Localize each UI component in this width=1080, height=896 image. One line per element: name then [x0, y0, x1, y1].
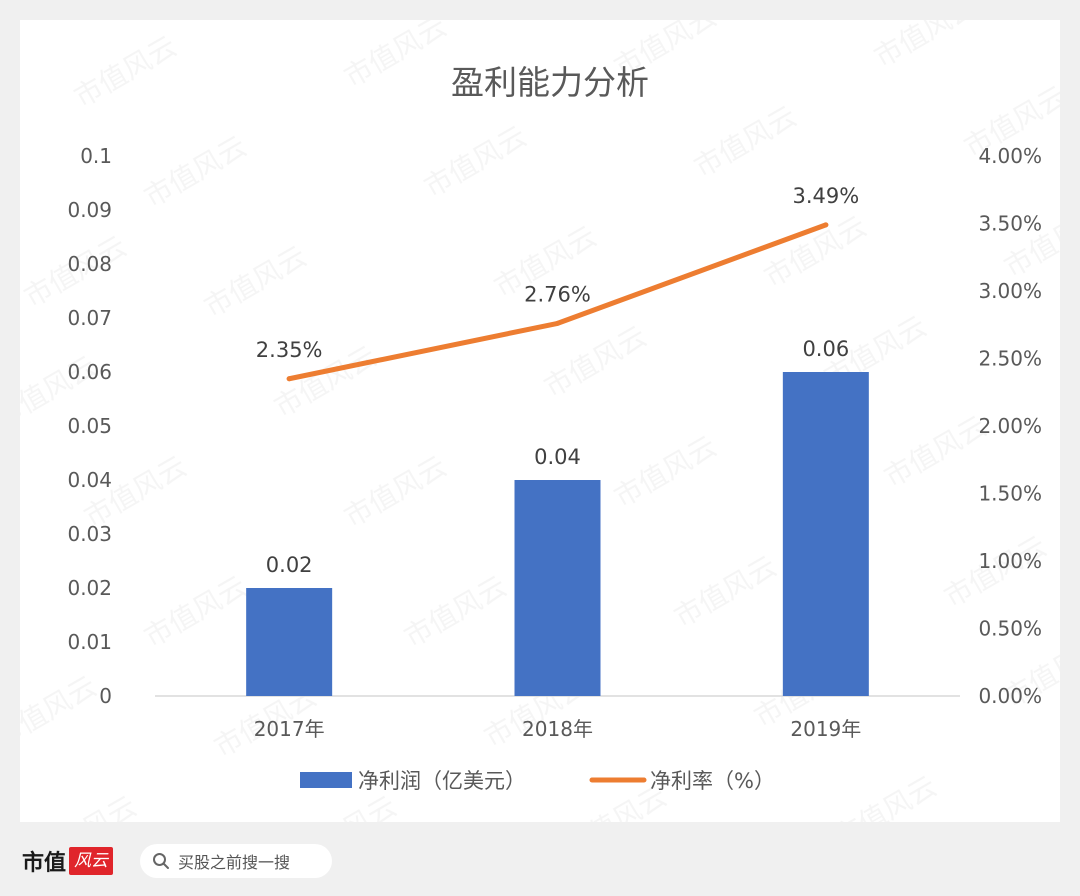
watermark-text: 市值风云	[20, 669, 102, 754]
watermark-text: 市值风云	[688, 99, 802, 184]
bar	[246, 588, 333, 696]
watermark-text: 市值风云	[418, 119, 532, 204]
watermark-text: 市值风云	[338, 20, 452, 94]
axes: 0 0.01 0.02 0.03 0.04 0.05 0.06 0.07 0.08 0.09 0.1…	[67, 144, 1042, 741]
chart-card: 市值风云 市值风云 市值风云 市值风云 市值风云 市值风云 市值风云 市值风云 市值风云 市值风云…	[20, 20, 1060, 822]
brand-logo: 市值 风云	[22, 844, 114, 878]
y-left-tick-label: 0.02	[67, 576, 112, 600]
watermark-text: 市值风云	[398, 569, 512, 654]
y-left-tick-label: 0.04	[67, 468, 112, 492]
y-left-tick-label: 0.09	[67, 198, 112, 222]
chart-title: 盈利能力分析	[451, 63, 649, 102]
footer: 市值 风云 买股之前搜一搜	[0, 822, 1080, 896]
watermark-text: 市值风云	[138, 129, 252, 214]
watermark-text: 市值风云	[138, 569, 252, 654]
x-tick-label: 2018年	[522, 717, 593, 741]
y-right-tick-label: 3.00%	[978, 279, 1042, 303]
y-left-tick-label: 0.1	[80, 144, 112, 168]
bar-series: 0.02 0.04 0.06	[246, 337, 869, 696]
bar-data-label: 0.06	[802, 337, 849, 361]
legend-label-bar: 净利润（亿美元）	[358, 769, 526, 793]
line-point	[286, 376, 292, 382]
bar-data-label: 0.02	[266, 553, 313, 577]
brand-text: 市值	[22, 850, 67, 876]
watermark-text: 市值风云	[868, 20, 982, 74]
y-left-tick-label: 0	[99, 684, 112, 708]
watermark-text: 市值风云	[828, 769, 942, 822]
line-data-label: 3.49%	[792, 184, 859, 208]
y-left-tick-label: 0.05	[67, 414, 112, 438]
line-point	[555, 320, 560, 326]
y-right-tick-label: 0.00%	[978, 684, 1042, 708]
brand-seal: 风云	[69, 847, 114, 875]
legend: 净利润（亿美元） 净利率（%）	[300, 769, 775, 793]
x-tick-label: 2019年	[790, 717, 861, 741]
y-right-tick-label: 1.50%	[978, 482, 1042, 506]
watermark-text: 市值风云	[668, 549, 782, 634]
y-right-tick-label: 3.50%	[978, 212, 1042, 236]
line-point	[823, 222, 829, 228]
y-right-tick-label: 4.00%	[978, 144, 1042, 168]
watermark-text: 市值风云	[608, 429, 722, 514]
search-box[interactable]: 买股之前搜一搜	[140, 844, 332, 878]
y-right-tick-label: 1.00%	[978, 549, 1042, 573]
line-data-label: 2.35%	[256, 338, 323, 362]
watermark-text: 市值风云	[338, 449, 452, 534]
y-left-tick-label: 0.06	[67, 360, 112, 384]
legend-label-line: 净利率（%）	[650, 769, 775, 793]
bar	[782, 372, 869, 696]
watermark-text: 市值风云	[28, 789, 142, 822]
y-left-tick-label: 0.07	[67, 306, 112, 330]
y-left-tick-label: 0.01	[67, 630, 112, 654]
legend-swatch-bar	[300, 772, 352, 788]
y-right-tick-label: 0.50%	[978, 617, 1042, 641]
y-left-tick-label: 0.03	[67, 522, 112, 546]
search-text: 买股之前搜一搜	[178, 853, 291, 872]
y-right-tick-label: 2.00%	[978, 414, 1042, 438]
search-icon	[153, 853, 169, 869]
watermark-text: 市值风云	[538, 319, 652, 404]
bar	[514, 480, 601, 696]
y-right-tick-label: 2.50%	[978, 347, 1042, 371]
bar-data-label: 0.04	[534, 445, 581, 469]
watermark-text: 市值风云	[288, 789, 402, 822]
watermark-text: 市值风云	[68, 29, 182, 114]
watermark-text: 市值风云	[758, 209, 872, 294]
x-tick-label: 2017年	[254, 717, 325, 741]
line-series: 2.35% 2.76% 3.49%	[256, 184, 859, 382]
line-data-label: 2.76%	[524, 282, 591, 306]
watermark-text: 市值风云	[198, 239, 312, 324]
watermark-text: 市值风云	[878, 409, 992, 494]
y-left-tick-label: 0.08	[67, 252, 112, 276]
